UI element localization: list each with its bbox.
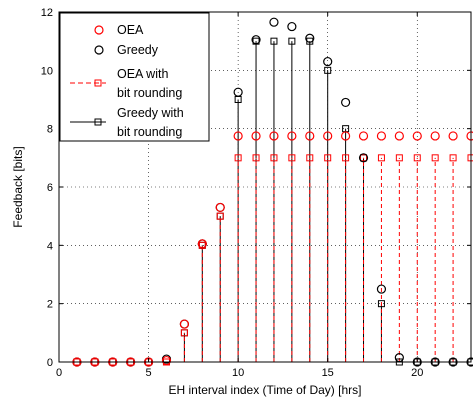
oea-point <box>341 131 351 141</box>
oea-point <box>305 131 315 141</box>
x-axis-label: EH interval index (Time of Day) [hrs] <box>169 383 362 397</box>
legend-greedy-marker <box>94 45 104 55</box>
legend: OEA Greedy OEA with bit rounding Greedy … <box>59 12 210 142</box>
legend-oea-rounding-marker <box>94 79 102 87</box>
oea-point <box>358 131 369 141</box>
y-tick-label: 4 <box>47 240 53 252</box>
oea-rounding-point <box>324 154 332 162</box>
greedy-rounding-point <box>288 37 296 45</box>
greedy-rounding-point <box>324 66 332 74</box>
oea-rounding-point <box>360 154 368 162</box>
y-tick-label: 8 <box>47 124 53 136</box>
oea-point <box>161 355 172 366</box>
oea-point <box>215 202 225 213</box>
greedy-point <box>269 17 279 27</box>
stem-lines <box>183 41 472 362</box>
oea-point <box>430 131 440 141</box>
data-markers <box>72 17 473 367</box>
oea-rounding-point <box>342 154 350 162</box>
greedy-point <box>358 153 369 163</box>
oea-rounding-point <box>234 154 242 162</box>
oea-point <box>376 131 387 141</box>
oea-rounding-point <box>306 154 314 162</box>
oea-rounding-point <box>449 154 457 162</box>
x-tick-label: 10 <box>232 367 244 379</box>
oea-point <box>233 131 243 141</box>
legend-oea-label: OEA <box>117 23 144 37</box>
oea-point <box>448 131 458 141</box>
greedy-point <box>305 33 315 43</box>
oea-rounding-point <box>270 154 278 162</box>
oea-point <box>412 131 422 141</box>
greedy-point <box>233 87 243 97</box>
y-tick-label: 6 <box>47 182 53 194</box>
oea-rounding-point <box>252 154 260 162</box>
oea-point <box>287 131 297 141</box>
oea-rounding-point <box>395 154 403 162</box>
oea-point <box>269 131 279 141</box>
y-tick-label: 10 <box>41 65 53 77</box>
oea-rounding-point <box>431 154 439 162</box>
x-tick-label: 0 <box>56 367 62 379</box>
legend-box <box>59 12 210 142</box>
greedy-point <box>251 35 261 45</box>
oea-rounding-point <box>216 212 224 220</box>
oea-point <box>197 239 207 249</box>
oea-point <box>394 131 404 141</box>
oea-rounding-point <box>288 154 296 162</box>
legend-oea-rounding-label-2: bit rounding <box>117 86 182 100</box>
greedy-rounding-point <box>377 300 385 308</box>
greedy-rounding-point <box>270 37 278 45</box>
legend-oea-marker <box>94 25 104 35</box>
oea-point <box>323 131 333 141</box>
legend-greedy-rounding-label-1: Greedy with <box>117 106 184 120</box>
y-tick-label: 0 <box>47 357 53 369</box>
oea-rounding-point <box>413 154 421 162</box>
oea-rounding-point <box>377 154 385 162</box>
x-tick-label: 20 <box>411 367 423 379</box>
y-tick-label: 12 <box>41 7 53 19</box>
oea-rounding-point <box>180 329 188 337</box>
greedy-point <box>323 56 333 67</box>
x-tick-label: 5 <box>146 367 152 379</box>
x-tick-label: 15 <box>322 367 334 379</box>
oea-point <box>251 131 261 141</box>
y-tick-label: 2 <box>47 299 53 311</box>
oea-point <box>179 319 189 329</box>
legend-greedy-rounding-marker <box>94 118 102 126</box>
greedy-point <box>287 21 297 32</box>
legend-greedy-label: Greedy <box>117 43 159 57</box>
greedy-point <box>341 97 351 108</box>
y-axis-label: Feedback [bits] <box>11 146 25 227</box>
greedy-point <box>376 284 387 294</box>
legend-greedy-rounding-label-2: bit rounding <box>117 125 182 139</box>
axis-ticks: 0 5 10 15 20 0 2 4 6 8 10 12 <box>41 7 471 379</box>
legend-oea-rounding-label-1: OEA with <box>117 67 168 81</box>
